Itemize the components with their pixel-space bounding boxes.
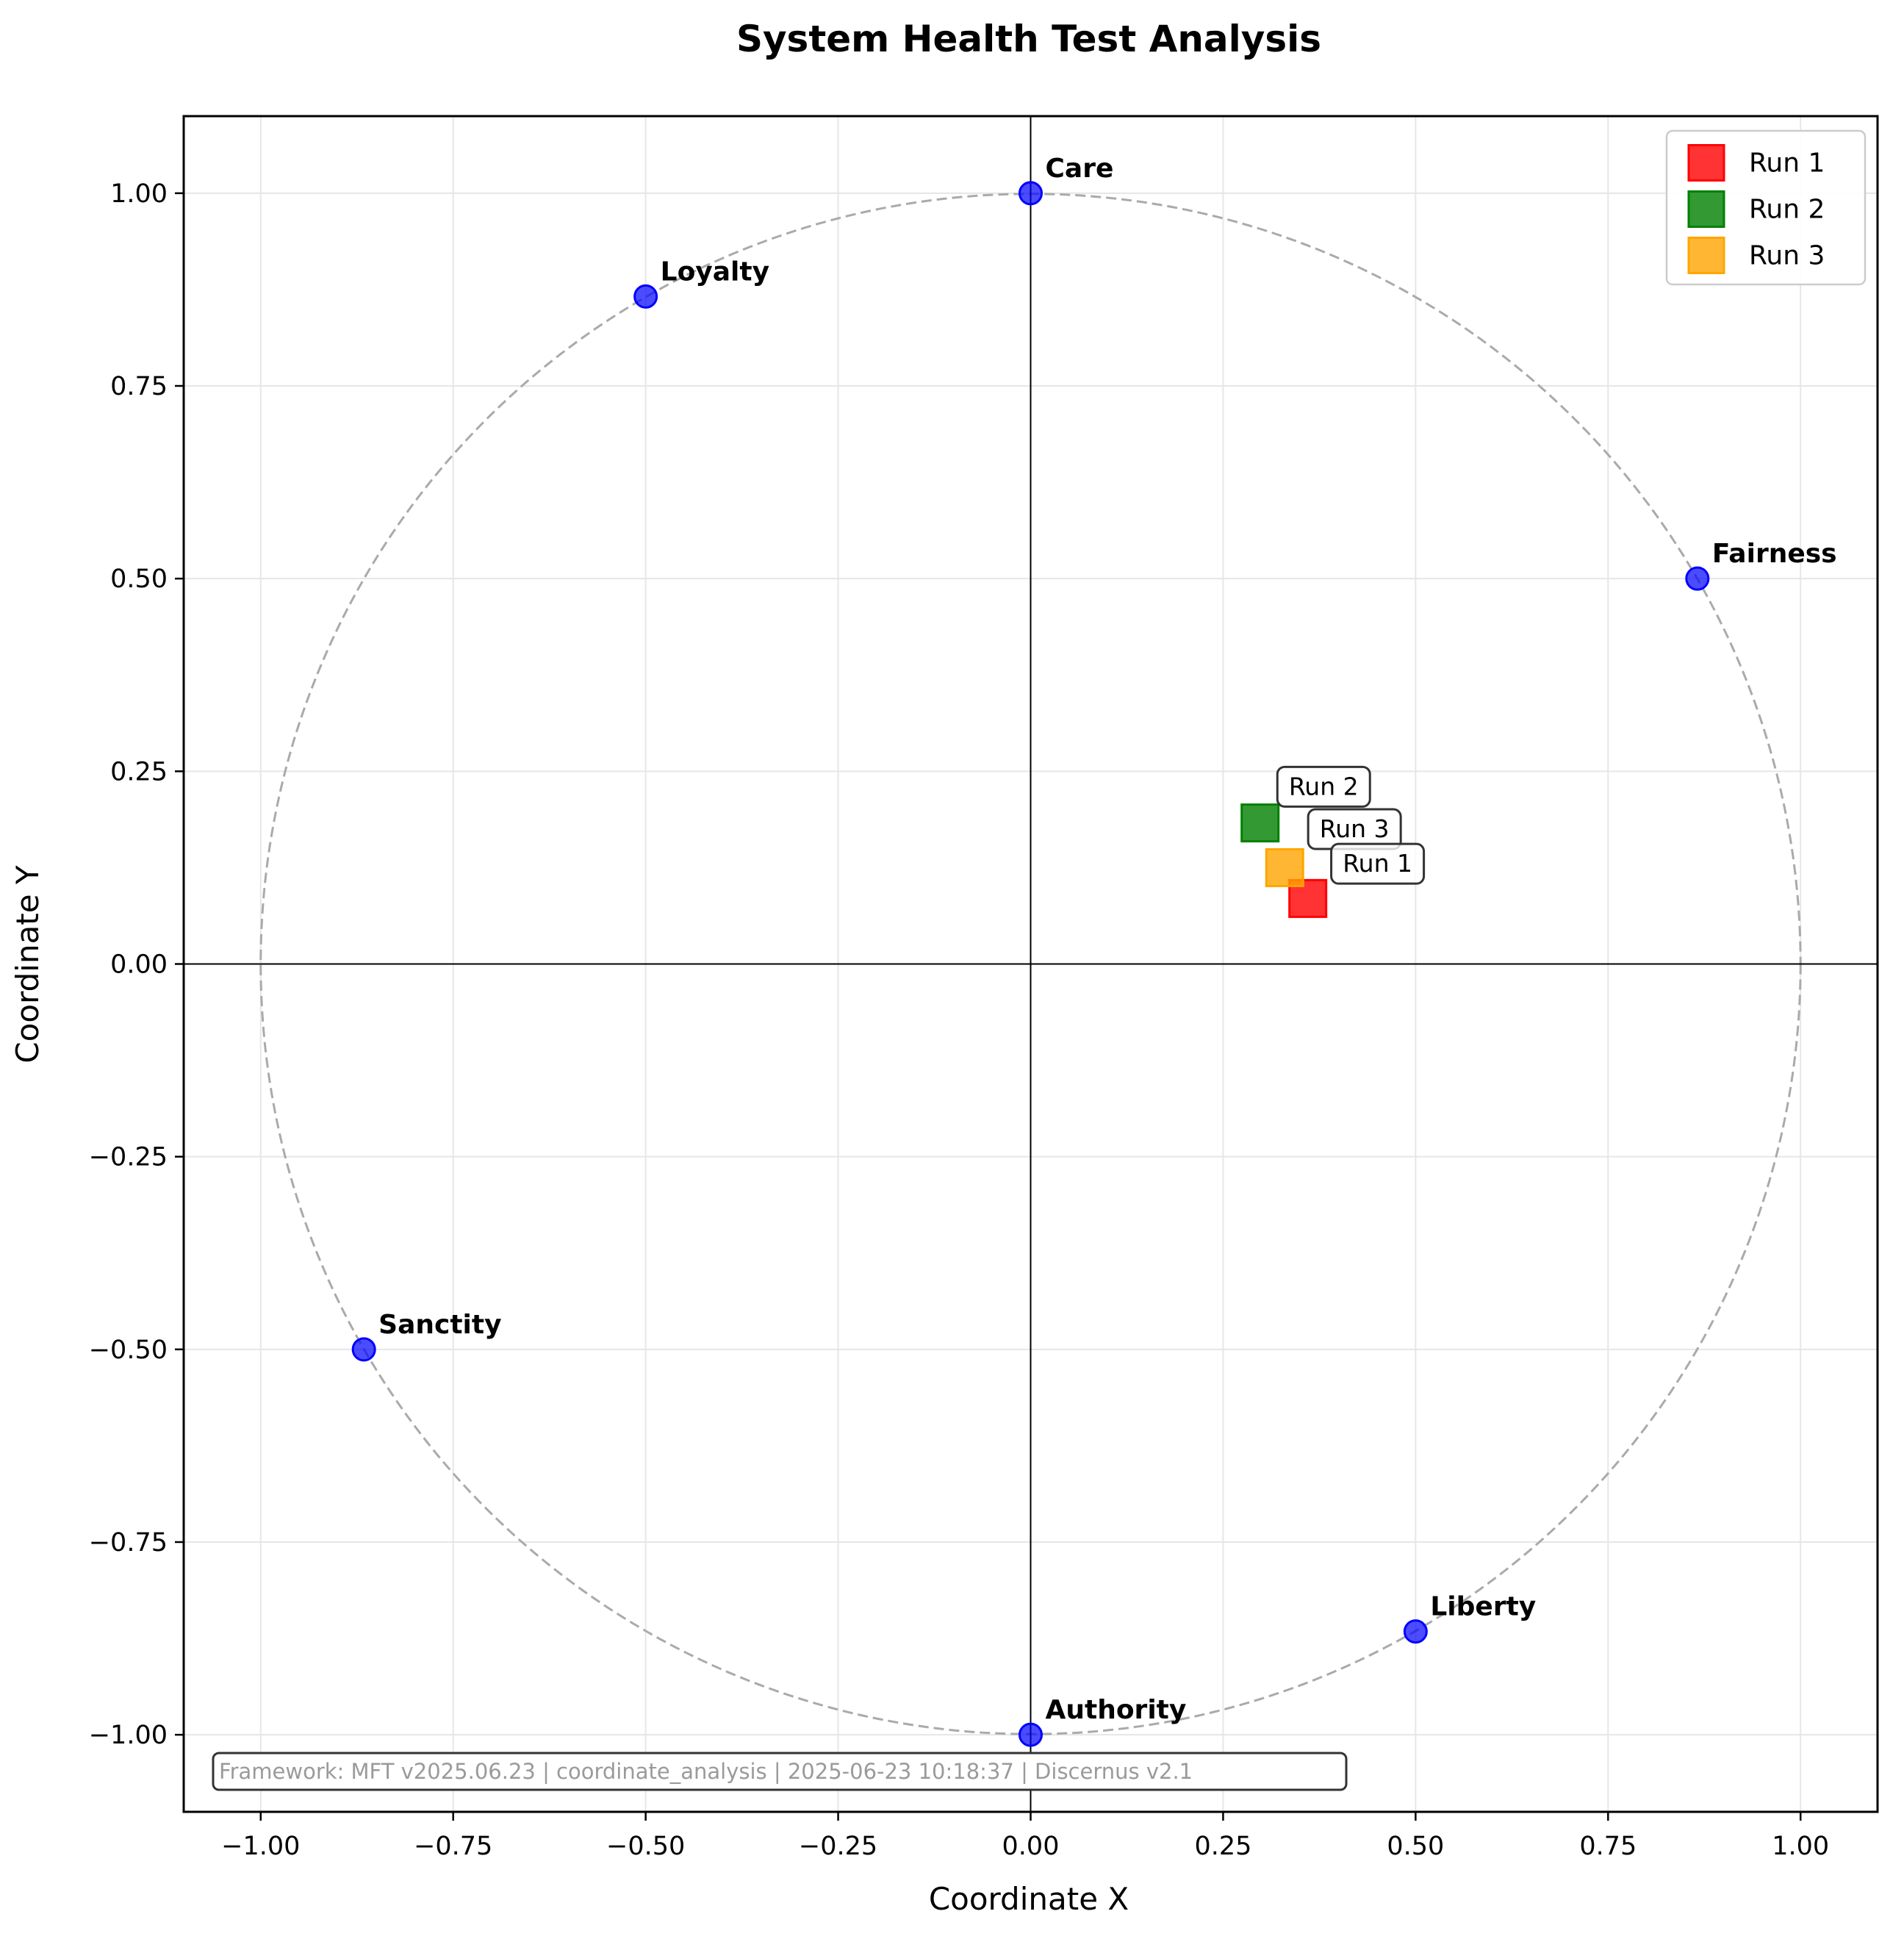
x-axis-ticks: −1.00 −0.75 −0.50 −0.25 0.00 0.25 0.50 0.75 1.00 [221, 1812, 1829, 1861]
x-tick-label: −0.75 [414, 1832, 492, 1861]
legend-swatch [1687, 190, 1725, 228]
anchor-point [1019, 181, 1043, 206]
x-axis-label: Coordinate X [929, 1881, 1129, 1917]
y-tick-label: 0.50 [110, 565, 168, 594]
footer-text: Framework: MFT v2025.06.23 | coordinate_… [219, 1759, 1193, 1784]
x-tick-label: 0.00 [1002, 1832, 1060, 1861]
anchor-label: Care [1046, 154, 1114, 184]
x-tick-label: −1.00 [221, 1832, 300, 1861]
annotation-box [1330, 842, 1426, 885]
run-marker [1265, 847, 1304, 887]
anchor-label: Loyalty [661, 257, 769, 287]
legend-swatch [1687, 144, 1725, 182]
anchor-point [351, 1337, 376, 1362]
anchor-label: Fairness [1712, 539, 1837, 569]
anchor-label: Authority [1046, 1695, 1187, 1725]
footer-box: Framework: MFT v2025.06.23 | coordinate_… [212, 1752, 1348, 1791]
x-tick-label: 0.50 [1387, 1832, 1444, 1861]
annotation-label: Run 2 [1289, 772, 1359, 800]
y-tick-label: −0.50 [89, 1336, 168, 1365]
run-markers [1240, 803, 1328, 918]
x-tick-label: 0.75 [1579, 1832, 1637, 1861]
annotation-label: Run 3 [1320, 814, 1390, 843]
y-tick-label: −1.00 [89, 1721, 168, 1750]
y-tick-label: 0.75 [110, 372, 168, 401]
y-axis-label: Coordinate Y [10, 865, 46, 1064]
anchor-label: Liberty [1430, 1592, 1536, 1622]
legend-label: Run 1 [1749, 148, 1825, 179]
legend-label: Run 2 [1749, 195, 1825, 225]
legend: Run 1 Run 2 Run 3 [1665, 129, 1867, 286]
legend-label: Run 3 [1749, 241, 1825, 271]
footer-frame [212, 1752, 1348, 1791]
annotation-box [1276, 765, 1371, 808]
anchor-points: Care Loyalty Fairness Sanctity Liberty Author… [351, 154, 1837, 1747]
run-annotations: Run 2 Run 3 Run 1 [1276, 765, 1426, 885]
y-tick-label: −0.25 [89, 1143, 168, 1172]
y-axis-ticks: −1.00 −0.75 −0.50 −0.25 0.00 0.25 0.50 0.75 1.00 [89, 179, 184, 1750]
y-tick-label: 0.25 [110, 757, 168, 786]
anchor-point [633, 284, 658, 309]
chart-title: System Health Test Analysis [736, 18, 1321, 60]
run-marker [1240, 803, 1280, 843]
y-tick-label: −0.75 [89, 1528, 168, 1558]
annotation-label: Run 1 [1343, 849, 1412, 878]
anchor-point [1685, 566, 1710, 591]
anchor-point [1019, 1722, 1043, 1747]
legend-swatch [1687, 237, 1725, 274]
anchor-label: Sanctity [378, 1310, 501, 1340]
y-tick-label: 0.00 [110, 950, 168, 980]
y-tick-label: 1.00 [110, 179, 168, 209]
x-tick-label: −0.50 [606, 1832, 685, 1861]
x-tick-label: 0.25 [1194, 1832, 1251, 1861]
x-tick-label: −0.25 [799, 1832, 877, 1861]
anchor-point [1403, 1619, 1428, 1644]
x-tick-label: 1.00 [1772, 1832, 1829, 1861]
